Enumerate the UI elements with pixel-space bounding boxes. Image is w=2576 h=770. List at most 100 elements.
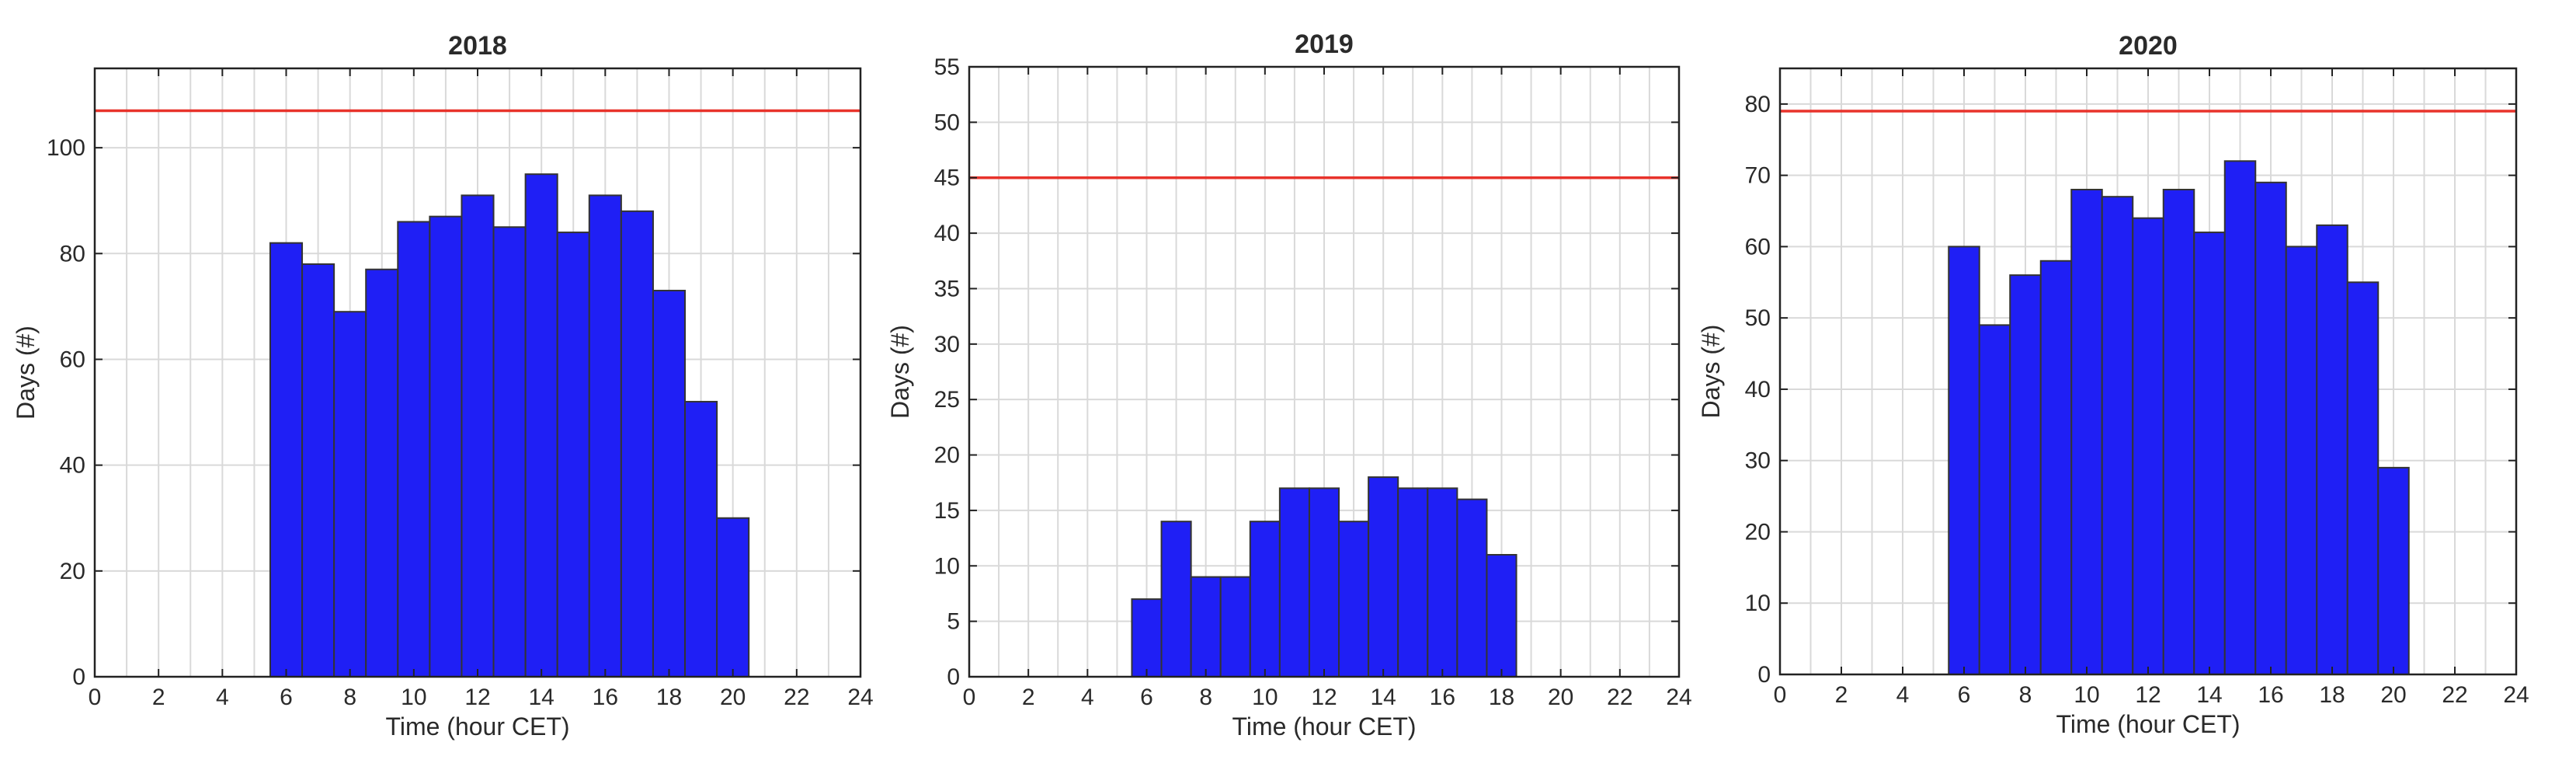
y-tick-label: 10 bbox=[1745, 591, 1771, 616]
bar-hour-6 bbox=[1131, 598, 1163, 678]
x-tick-label: 8 bbox=[2019, 682, 2032, 708]
y-tick-label: 10 bbox=[934, 553, 960, 579]
bar-hour-16 bbox=[1427, 487, 1458, 678]
bar-hour-17 bbox=[620, 210, 654, 678]
bar-hour-13 bbox=[2162, 189, 2195, 675]
y-tick-label: 80 bbox=[60, 241, 85, 267]
y-tick-label: 50 bbox=[1745, 305, 1771, 331]
x-tick-label: 0 bbox=[1774, 682, 1787, 708]
bar-hour-6 bbox=[269, 242, 304, 678]
bar-hour-9 bbox=[2039, 260, 2073, 675]
x-tick-label: 6 bbox=[1140, 685, 1153, 710]
bar-hour-15 bbox=[1397, 487, 1429, 678]
x-tick-label: 18 bbox=[2319, 682, 2345, 708]
bar-hour-7 bbox=[1160, 521, 1192, 678]
x-tick-label: 12 bbox=[2135, 682, 2161, 708]
x-tick-label: 24 bbox=[1666, 685, 1691, 710]
bar-hour-15 bbox=[556, 232, 590, 678]
x-tick-label: 22 bbox=[784, 685, 809, 710]
x-tick-label: 20 bbox=[720, 685, 746, 710]
x-tick-label: 16 bbox=[593, 685, 618, 710]
x-tick-label: 18 bbox=[656, 685, 682, 710]
x-tick-label: 22 bbox=[1607, 685, 1632, 710]
y-tick-label: 0 bbox=[72, 664, 85, 690]
y-tick-label: 40 bbox=[1745, 377, 1771, 402]
x-tick-label: 10 bbox=[401, 685, 426, 710]
y-tick-label: 20 bbox=[60, 559, 85, 584]
x-tick-label: 16 bbox=[1430, 685, 1455, 710]
x-tick-label: 2 bbox=[1835, 682, 1848, 708]
bar-hour-14 bbox=[2193, 232, 2226, 675]
x-tick-label: 16 bbox=[2258, 682, 2283, 708]
panel-0: 0 2 4 6 8 10 12 14 16 18 20 22 240204060801002018Tim… bbox=[12, 31, 874, 740]
bar-hour-14 bbox=[524, 173, 558, 678]
y-tick-label: 20 bbox=[1745, 519, 1771, 545]
bar-hour-8 bbox=[333, 311, 367, 678]
bar-hour-8 bbox=[2009, 274, 2042, 675]
y-tick-label: 0 bbox=[947, 664, 960, 690]
x-tick-label: 24 bbox=[847, 685, 873, 710]
bar-hour-11 bbox=[1278, 487, 1310, 678]
bar-hour-10 bbox=[2070, 189, 2103, 675]
y-tick-label: 40 bbox=[934, 221, 960, 246]
bar-hour-9 bbox=[1219, 576, 1251, 678]
y-tick-label: 70 bbox=[1745, 163, 1771, 189]
x-tick-label: 24 bbox=[2503, 682, 2529, 708]
x-tick-label: 8 bbox=[1199, 685, 1212, 710]
x-axis-label: Time (hour CET) bbox=[385, 713, 569, 740]
y-tick-label: 60 bbox=[60, 347, 85, 372]
x-tick-label: 22 bbox=[2442, 682, 2467, 708]
x-axis-label: Time (hour CET) bbox=[1232, 713, 1416, 740]
bar-hour-20 bbox=[2377, 466, 2410, 675]
bar-hour-17 bbox=[1456, 498, 1488, 678]
x-tick-label: 14 bbox=[528, 685, 554, 710]
x-tick-label: 10 bbox=[1252, 685, 1278, 710]
bar-hour-14 bbox=[1368, 476, 1399, 678]
bar-hour-20 bbox=[716, 517, 750, 678]
y-tick-label: 35 bbox=[934, 276, 960, 301]
x-tick-label: 2 bbox=[1022, 685, 1035, 710]
x-tick-label: 6 bbox=[280, 685, 293, 710]
bar-hour-19 bbox=[2346, 281, 2380, 675]
y-tick-label: 30 bbox=[1745, 448, 1771, 474]
x-tick-label: 18 bbox=[1489, 685, 1514, 710]
bar-hour-8 bbox=[1190, 576, 1222, 678]
bar-hour-18 bbox=[2316, 224, 2348, 676]
bar-hour-6 bbox=[1948, 246, 1980, 676]
x-tick-label: 14 bbox=[2196, 682, 2222, 708]
bar-hour-10 bbox=[1249, 521, 1281, 678]
y-tick-label: 20 bbox=[934, 443, 960, 469]
bar-hour-16 bbox=[588, 194, 622, 678]
x-tick-label: 10 bbox=[2074, 682, 2099, 708]
x-tick-label: 12 bbox=[1311, 685, 1337, 710]
x-tick-label: 8 bbox=[343, 685, 356, 710]
y-axis-label: Days (#) bbox=[1697, 325, 1725, 419]
x-tick-label: 20 bbox=[1548, 685, 1573, 710]
bar-hour-7 bbox=[301, 263, 335, 678]
panel-title: 2018 bbox=[448, 31, 507, 61]
bar-hour-11 bbox=[429, 215, 463, 678]
panel-1: 0 2 4 6 8 10 12 14 16 18 20 22 240510152025303540455… bbox=[886, 30, 1692, 740]
bar-hour-18 bbox=[652, 289, 687, 678]
y-tick-label: 100 bbox=[47, 135, 85, 161]
bar-hour-17 bbox=[2285, 246, 2318, 676]
bar-hour-12 bbox=[1308, 487, 1340, 678]
y-tick-label: 30 bbox=[934, 332, 960, 357]
panel-2: 0 2 4 6 8 10 12 14 16 18 20 22 240102030405060708020… bbox=[1697, 31, 2529, 738]
bar-hour-13 bbox=[492, 226, 527, 678]
bar-hour-19 bbox=[684, 400, 718, 678]
bar-hour-12 bbox=[461, 194, 495, 678]
bar-hour-7 bbox=[1978, 324, 2011, 675]
y-axis-label: Days (#) bbox=[12, 326, 40, 420]
x-tick-label: 4 bbox=[216, 685, 229, 710]
x-tick-label: 4 bbox=[1896, 682, 1910, 708]
y-tick-label: 5 bbox=[947, 609, 960, 635]
y-tick-label: 60 bbox=[1745, 234, 1771, 260]
panel-title: 2020 bbox=[2119, 31, 2178, 61]
x-tick-label: 20 bbox=[2380, 682, 2406, 708]
y-tick-label: 25 bbox=[934, 387, 960, 413]
bar-hour-12 bbox=[2132, 217, 2164, 675]
bar-hour-11 bbox=[2101, 196, 2134, 676]
